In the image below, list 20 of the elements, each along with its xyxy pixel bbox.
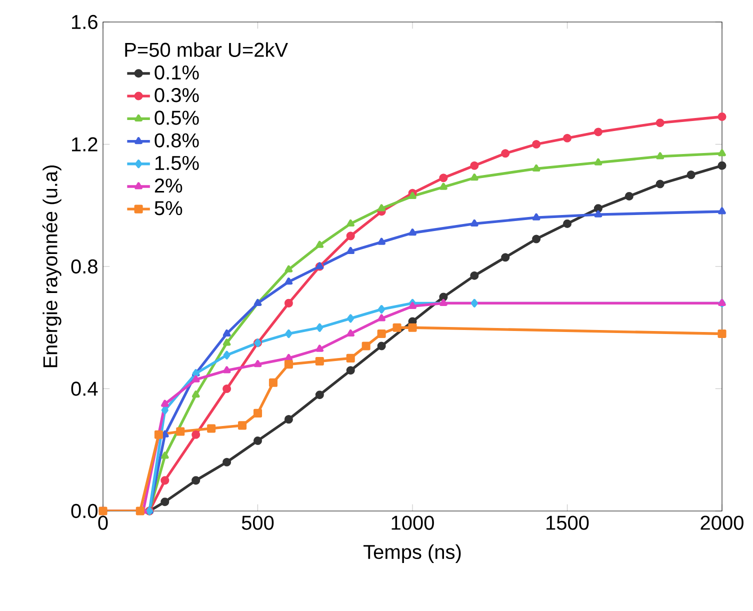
x-tick-label: 0 (98, 516, 108, 530)
y-tick-label: 0.4 (71, 382, 98, 396)
legend-label: 0.3% (154, 88, 199, 102)
legend-label: 0.5% (154, 110, 199, 125)
legend-label: 1.5% (155, 156, 199, 170)
y-tick-label: 0.8 (71, 259, 98, 274)
y-tick-label: 1.2 (72, 137, 98, 152)
legend-label: 0.8% (154, 133, 199, 148)
x-tick-label: 2000 (700, 516, 744, 530)
x-tick-label: 500 (242, 516, 274, 530)
y-tick-label: 1.6 (72, 14, 98, 30)
x-tick-label: 1500 (546, 516, 589, 530)
legend-title: P=50 mbar U=2kV (125, 42, 288, 57)
legend-label: 2% (154, 178, 182, 193)
y-axis-title: Energie rayonnée (u.a) (42, 166, 62, 368)
x-tick-label: 1000 (392, 516, 434, 530)
x-axis-title: Temps (ns) (363, 544, 461, 563)
legend-label: 5% (154, 201, 182, 216)
y-tick-label: 0.0 (71, 504, 98, 518)
legend-label: 0.1% (154, 65, 199, 80)
